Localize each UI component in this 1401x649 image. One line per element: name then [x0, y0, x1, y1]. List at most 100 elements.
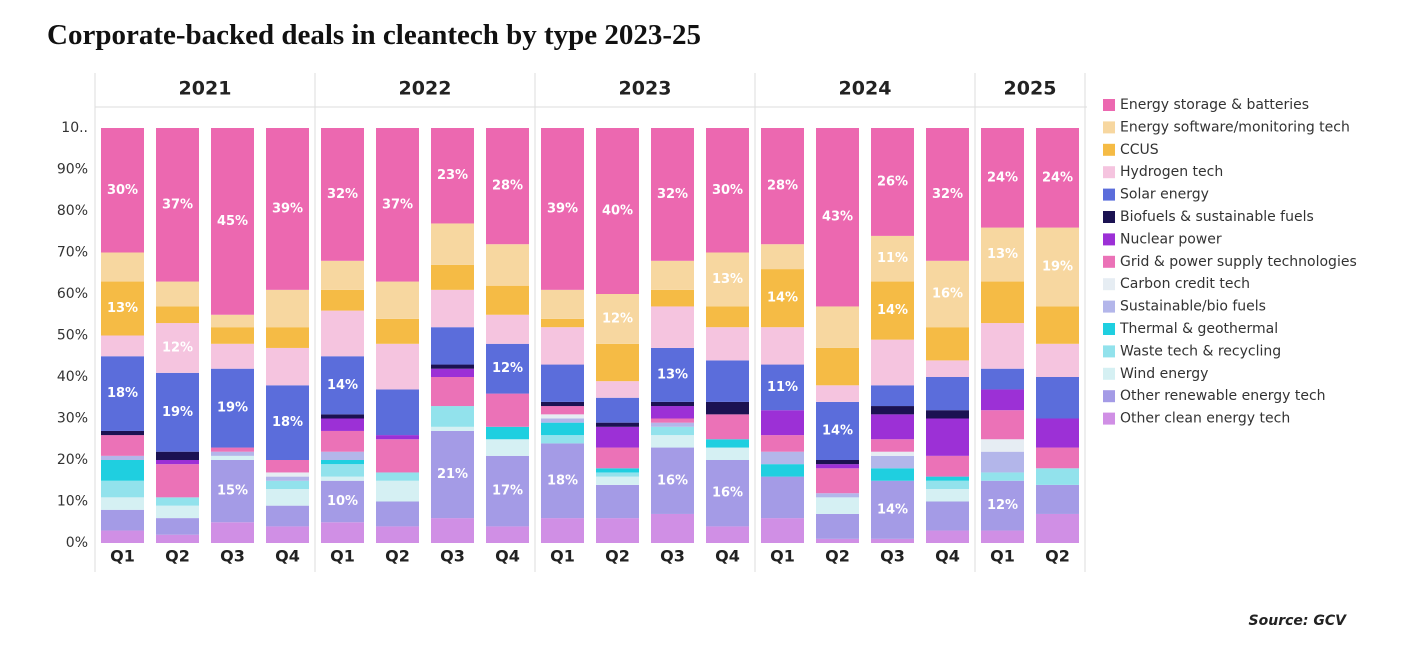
bar-segment — [156, 505, 199, 519]
bar-segment — [816, 306, 859, 348]
bar-segment — [321, 289, 364, 311]
value-label: 30% — [712, 183, 743, 198]
bar-segment — [541, 414, 584, 419]
bar-segment — [926, 360, 969, 377]
value-label: 19% — [217, 401, 248, 416]
value-label: 13% — [712, 272, 743, 287]
bar-segment — [596, 128, 639, 294]
x-tick-label: Q1 — [770, 547, 795, 566]
legend-swatch — [1103, 143, 1115, 156]
bar-segment — [926, 501, 969, 531]
value-label: 45% — [217, 214, 248, 229]
bar-segment — [871, 406, 914, 415]
bar-segment — [431, 426, 474, 431]
value-label: 14% — [877, 502, 908, 517]
bar-segment — [486, 244, 529, 286]
bar-segment — [926, 418, 969, 456]
value-label: 23% — [437, 168, 468, 183]
legend-swatch — [1103, 166, 1115, 179]
bar-segment — [156, 323, 199, 373]
group-label: 2021 — [179, 78, 232, 100]
y-tick-label: 10% — [57, 494, 88, 510]
bar-segment — [156, 451, 199, 460]
bar-segment — [1036, 418, 1079, 448]
value-label: 16% — [657, 473, 688, 488]
x-tick-label: Q3 — [880, 547, 905, 566]
bar-segment — [651, 128, 694, 261]
value-label: 14% — [767, 291, 798, 306]
bar-segment — [431, 518, 474, 543]
bar-segment — [596, 484, 639, 519]
bar-segment — [156, 372, 199, 452]
bar-segment — [156, 497, 199, 506]
bar-segment — [101, 530, 144, 543]
group-label: 2022 — [399, 78, 452, 100]
bar-segment — [376, 439, 419, 473]
bar-segment — [266, 385, 309, 460]
bar-segment — [596, 447, 639, 469]
bar-segment — [871, 439, 914, 452]
bar-segment — [541, 128, 584, 290]
bar-segment — [981, 227, 1024, 282]
x-tick-label: Q1 — [990, 547, 1015, 566]
bar-segment — [871, 480, 914, 539]
bar-segment — [871, 385, 914, 407]
bar-segment — [266, 128, 309, 290]
bar-segment — [926, 530, 969, 543]
bar-segment — [541, 406, 584, 415]
bar-segment — [596, 518, 639, 543]
legend-label: Sustainable/bio fuels — [1120, 299, 1266, 315]
bar-segment — [761, 364, 804, 411]
bar-segment — [981, 472, 1024, 481]
x-tick-label: Q1 — [110, 547, 135, 566]
y-tick-label: 10.. — [61, 120, 88, 136]
bar-segment — [486, 455, 529, 527]
bar-segment — [871, 414, 914, 440]
bar-segment — [1036, 513, 1079, 543]
bar-segment — [926, 377, 969, 411]
bar-segment — [981, 389, 1024, 411]
bar-segment — [651, 447, 694, 514]
bar-segment — [486, 526, 529, 543]
value-label: 18% — [272, 415, 303, 430]
x-tick-label: Q1 — [330, 547, 355, 566]
bar-segment — [211, 447, 254, 452]
legend-label: Other renewable energy tech — [1120, 388, 1326, 404]
bar-segment — [376, 526, 419, 543]
bar-segment — [816, 385, 859, 402]
bar-segment — [651, 435, 694, 448]
bar-segment — [871, 468, 914, 481]
bar-segment — [596, 472, 639, 477]
bar-segment — [101, 480, 144, 498]
legend-label: CCUS — [1120, 142, 1159, 158]
y-tick-label: 40% — [57, 369, 88, 385]
bar-segment — [211, 128, 254, 315]
bar-segment — [486, 128, 529, 245]
bar-segment — [596, 468, 639, 473]
y-tick-label: 80% — [57, 203, 88, 219]
bar-segment — [376, 343, 419, 390]
bar-segment — [706, 447, 749, 460]
bar-segment — [321, 464, 364, 477]
bar-segment — [376, 480, 419, 502]
legend-label: Biofuels & sustainable fuels — [1120, 209, 1314, 225]
bar-segment — [761, 451, 804, 465]
bar-segment — [321, 414, 364, 419]
legend-swatch — [1103, 121, 1115, 134]
bar-segment — [871, 339, 914, 386]
bar-segment — [321, 128, 364, 261]
bar-segment — [431, 368, 474, 377]
value-label: 17% — [492, 484, 523, 499]
bar-segment — [706, 439, 749, 448]
x-tick-label: Q4 — [715, 547, 740, 566]
x-tick-label: Q2 — [605, 547, 630, 566]
value-label: 15% — [217, 484, 248, 499]
bar-segment — [211, 522, 254, 543]
bar-segment — [541, 401, 584, 407]
legend-label: Other clean energy tech — [1120, 411, 1290, 427]
bar-segment — [156, 534, 199, 543]
bar-segment — [706, 401, 749, 415]
bar-segment — [651, 401, 694, 407]
bar-segment — [211, 368, 254, 448]
